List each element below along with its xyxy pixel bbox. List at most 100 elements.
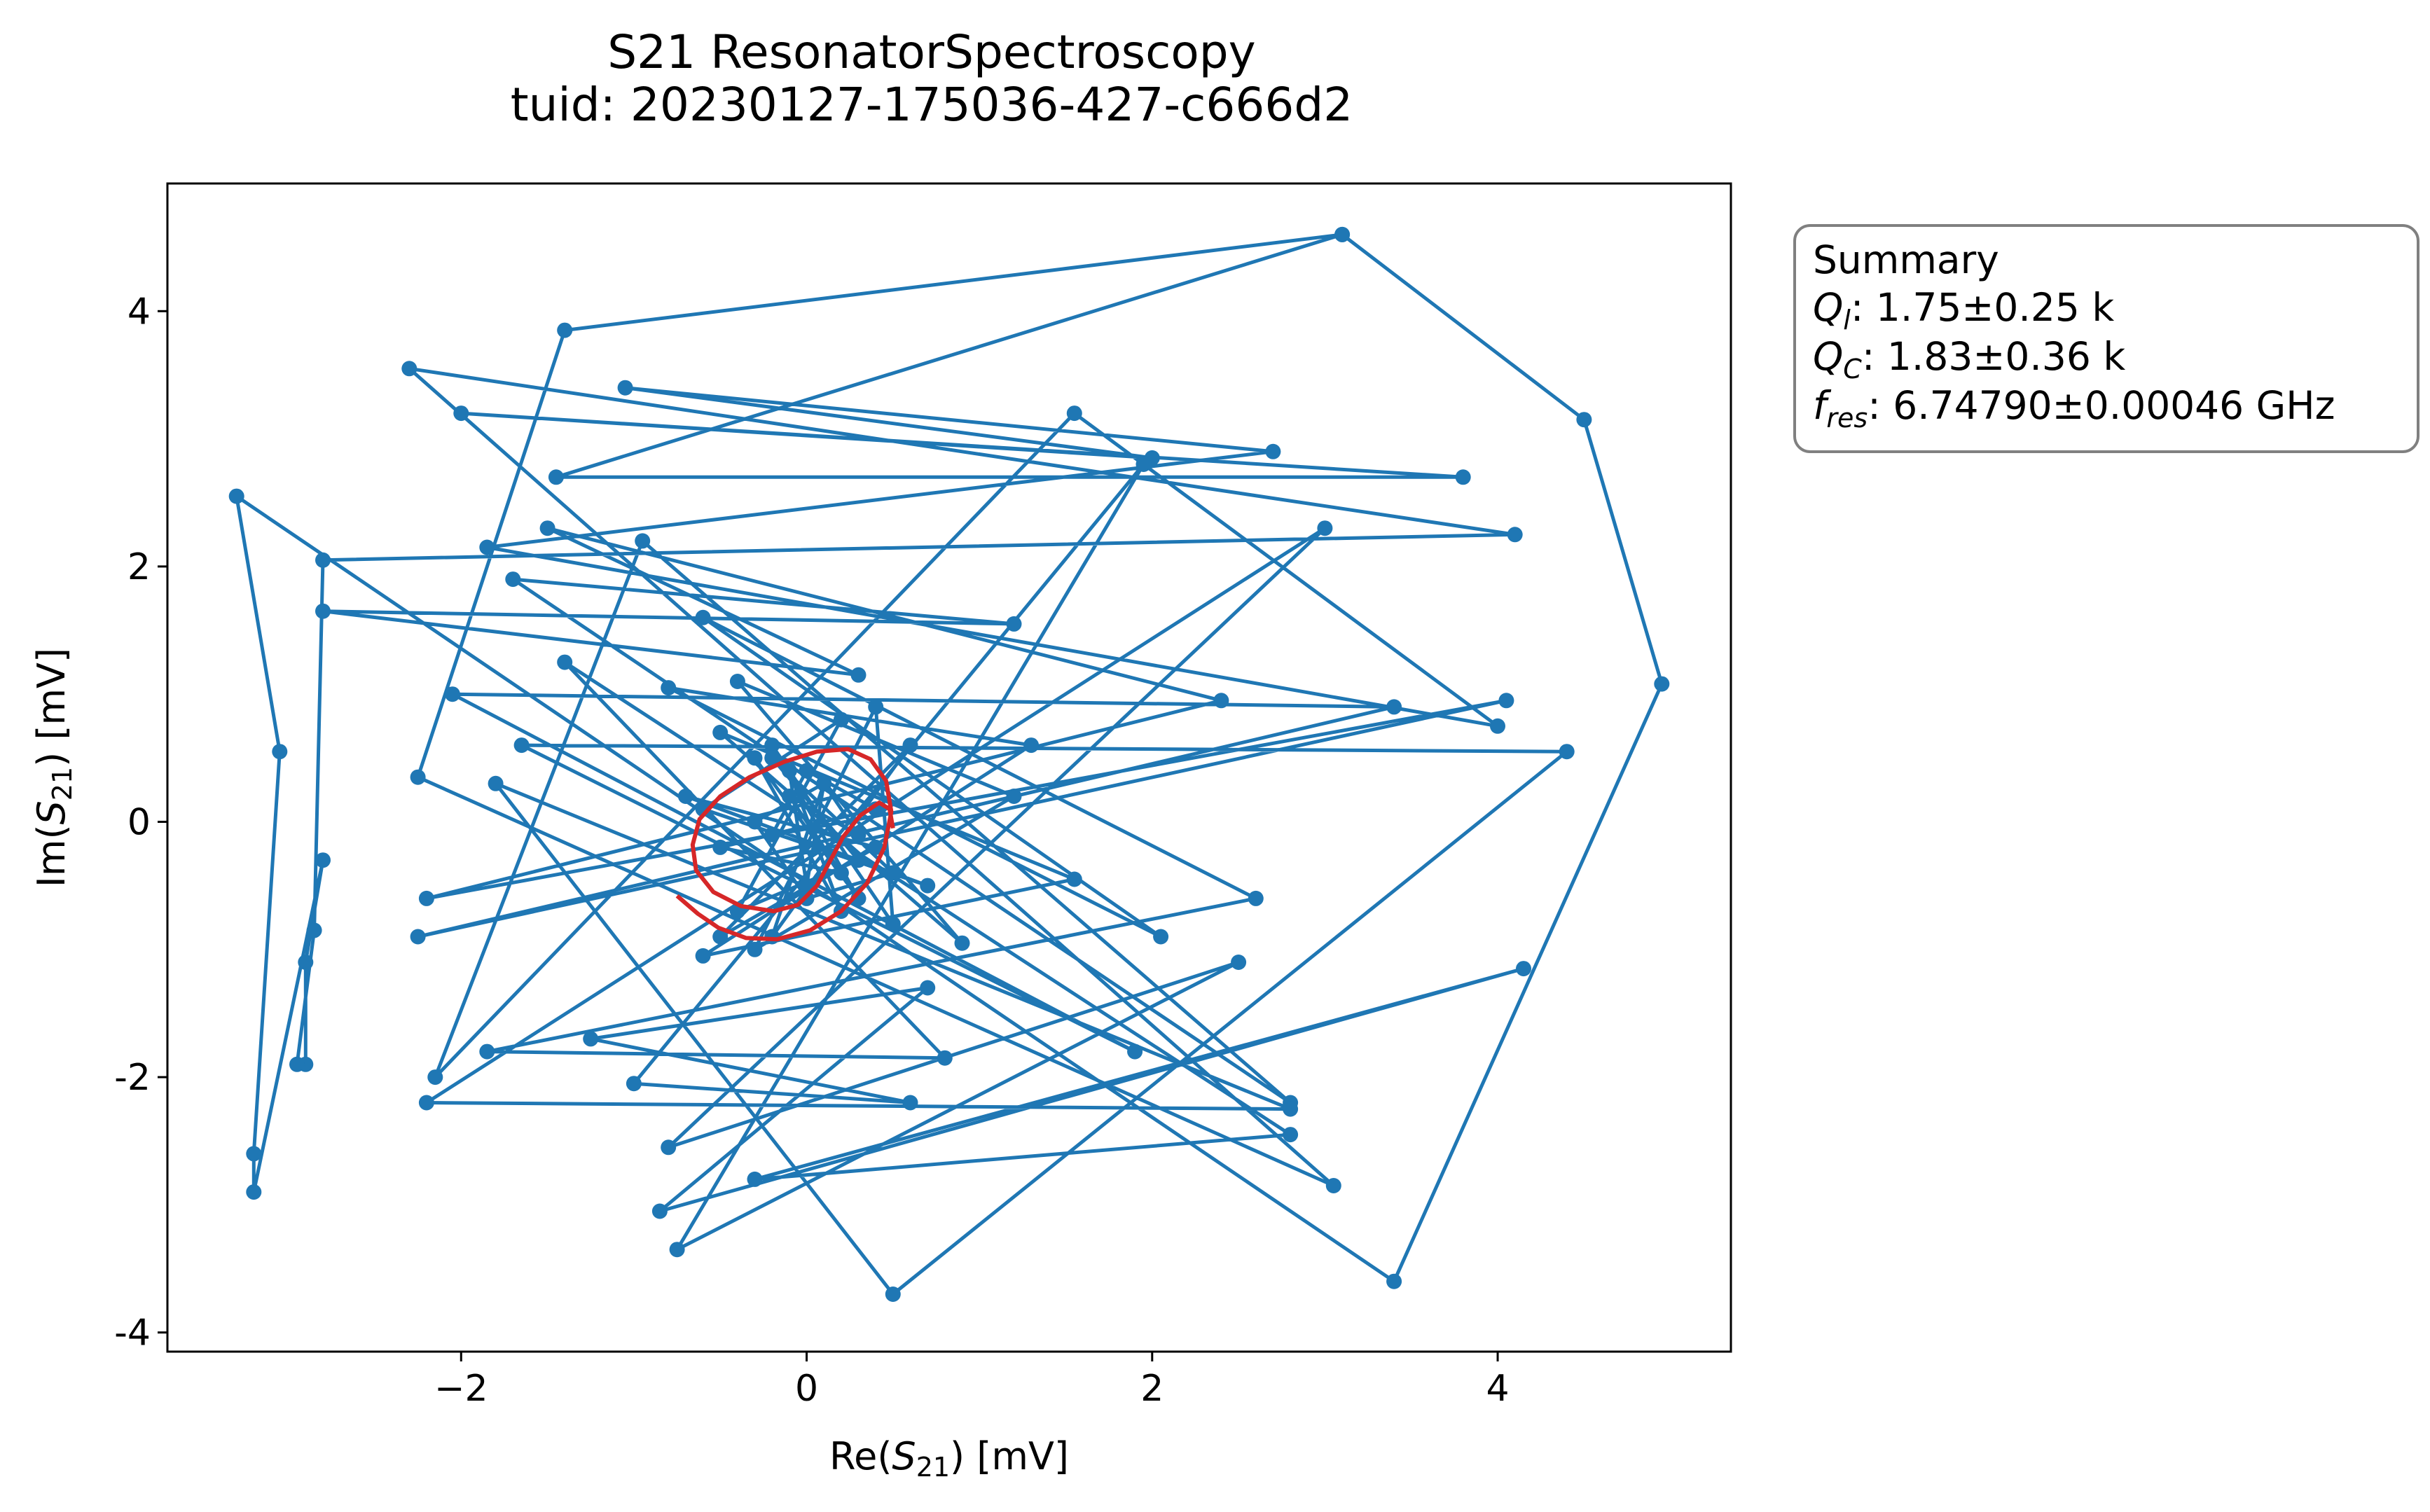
data-point xyxy=(1386,699,1402,715)
data-point xyxy=(1265,443,1281,459)
data-point xyxy=(635,533,651,549)
chart-title: S21 ResonatorSpectroscopy xyxy=(607,25,1255,79)
x-tick-label: 4 xyxy=(1486,1368,1510,1410)
y-tick-label: 4 xyxy=(127,291,151,333)
data-point xyxy=(315,552,331,568)
summary-ql-subscript: l xyxy=(1843,305,1851,335)
data-point xyxy=(1334,226,1351,242)
data-point xyxy=(479,1043,495,1060)
data-point xyxy=(712,839,729,855)
data-point xyxy=(1006,616,1022,632)
data-point xyxy=(661,680,677,696)
data-point xyxy=(747,750,763,766)
x-axis-label-symbol: S xyxy=(892,1434,916,1478)
y-axis-label-subscript: 21 xyxy=(47,767,78,800)
data-point xyxy=(479,539,495,555)
x-tick-label: 2 xyxy=(1140,1368,1164,1410)
data-point xyxy=(410,929,426,945)
y-axis-label-pre: Im( xyxy=(29,824,74,887)
data-point xyxy=(1283,1101,1299,1117)
series-layer xyxy=(228,226,1670,1302)
data-point xyxy=(799,763,815,779)
data-point xyxy=(315,603,331,619)
data-point xyxy=(712,724,729,740)
y-axis-label-symbol: S xyxy=(29,800,74,824)
data-point xyxy=(695,948,711,964)
data-point xyxy=(850,826,867,842)
data-point xyxy=(246,1184,262,1200)
data-point xyxy=(418,1095,434,1111)
data-point xyxy=(885,865,901,881)
x-axis-label-post: ) [mV] xyxy=(950,1434,1069,1478)
summary-box: Summary Ql: 1.75±0.25 k QC: 1.83±0.36 k … xyxy=(1793,224,2419,453)
data-point xyxy=(1023,737,1040,754)
data-point xyxy=(306,922,322,938)
data-point xyxy=(289,1056,305,1072)
data-point xyxy=(1006,789,1022,804)
data-point xyxy=(747,814,763,830)
data-point xyxy=(902,1095,918,1111)
data-point xyxy=(1325,1178,1341,1193)
data-point xyxy=(246,1146,262,1162)
data-point xyxy=(418,890,434,906)
data-point xyxy=(1490,718,1505,734)
data-point xyxy=(1066,405,1082,422)
data-point xyxy=(1066,871,1082,887)
y-tick-label: 0 xyxy=(127,801,151,843)
data-point xyxy=(272,744,288,760)
data-point xyxy=(444,686,460,702)
summary-qc-symbol: Q xyxy=(1813,334,1843,379)
data-point xyxy=(228,488,244,504)
data-point xyxy=(1213,693,1229,709)
summary-heading: Summary xyxy=(1813,237,1999,282)
data-point xyxy=(651,1203,668,1219)
data-point xyxy=(885,916,901,932)
data-point xyxy=(764,737,780,754)
data-point xyxy=(661,1139,677,1156)
x-axis-label-subscript: 21 xyxy=(916,1452,950,1483)
data-point xyxy=(764,929,780,945)
data-point xyxy=(1559,744,1575,760)
fit-curve xyxy=(675,747,895,942)
data-point xyxy=(850,852,867,868)
data-point xyxy=(920,980,936,996)
data-point xyxy=(764,826,780,842)
data-point xyxy=(1654,676,1670,692)
data-point xyxy=(1127,1043,1143,1060)
data-point xyxy=(920,878,936,894)
data-point xyxy=(557,654,573,670)
data-point xyxy=(548,469,564,485)
data-point xyxy=(298,955,314,970)
data-point xyxy=(868,699,884,715)
summary-line-fres: fres: 6.74790±0.00046 GHz xyxy=(1813,383,2335,434)
y-axis-label-post: ) [mV] xyxy=(29,648,74,767)
data-point xyxy=(617,380,633,396)
summary-ql-symbol: Q xyxy=(1813,285,1843,330)
data-point xyxy=(315,852,331,868)
x-tick-label: −2 xyxy=(434,1368,488,1410)
data-point xyxy=(427,1069,443,1086)
data-point xyxy=(513,737,530,754)
data-point xyxy=(747,1171,763,1187)
y-tick-label: -4 xyxy=(114,1312,151,1354)
data-point xyxy=(781,789,797,804)
summary-fres-subscript: res xyxy=(1826,403,1868,434)
data-point xyxy=(1455,469,1471,485)
data-point xyxy=(401,361,417,377)
data-point xyxy=(1135,457,1152,472)
data-point xyxy=(1283,1127,1299,1143)
data-point xyxy=(868,839,884,855)
summary-ql-value: : 1.75±0.25 k xyxy=(1851,285,2115,330)
data-point xyxy=(583,1031,599,1047)
data-point xyxy=(954,935,970,951)
x-axis-label-pre: Re( xyxy=(829,1434,892,1478)
data-point xyxy=(1386,1273,1402,1289)
data-point xyxy=(695,609,711,625)
data-point xyxy=(781,763,797,779)
data-point xyxy=(557,322,573,338)
data-point xyxy=(1231,955,1247,970)
data-point xyxy=(677,789,693,804)
data-point xyxy=(816,775,832,791)
summary-fres-value: : 6.74790±0.00046 GHz xyxy=(1868,383,2335,428)
